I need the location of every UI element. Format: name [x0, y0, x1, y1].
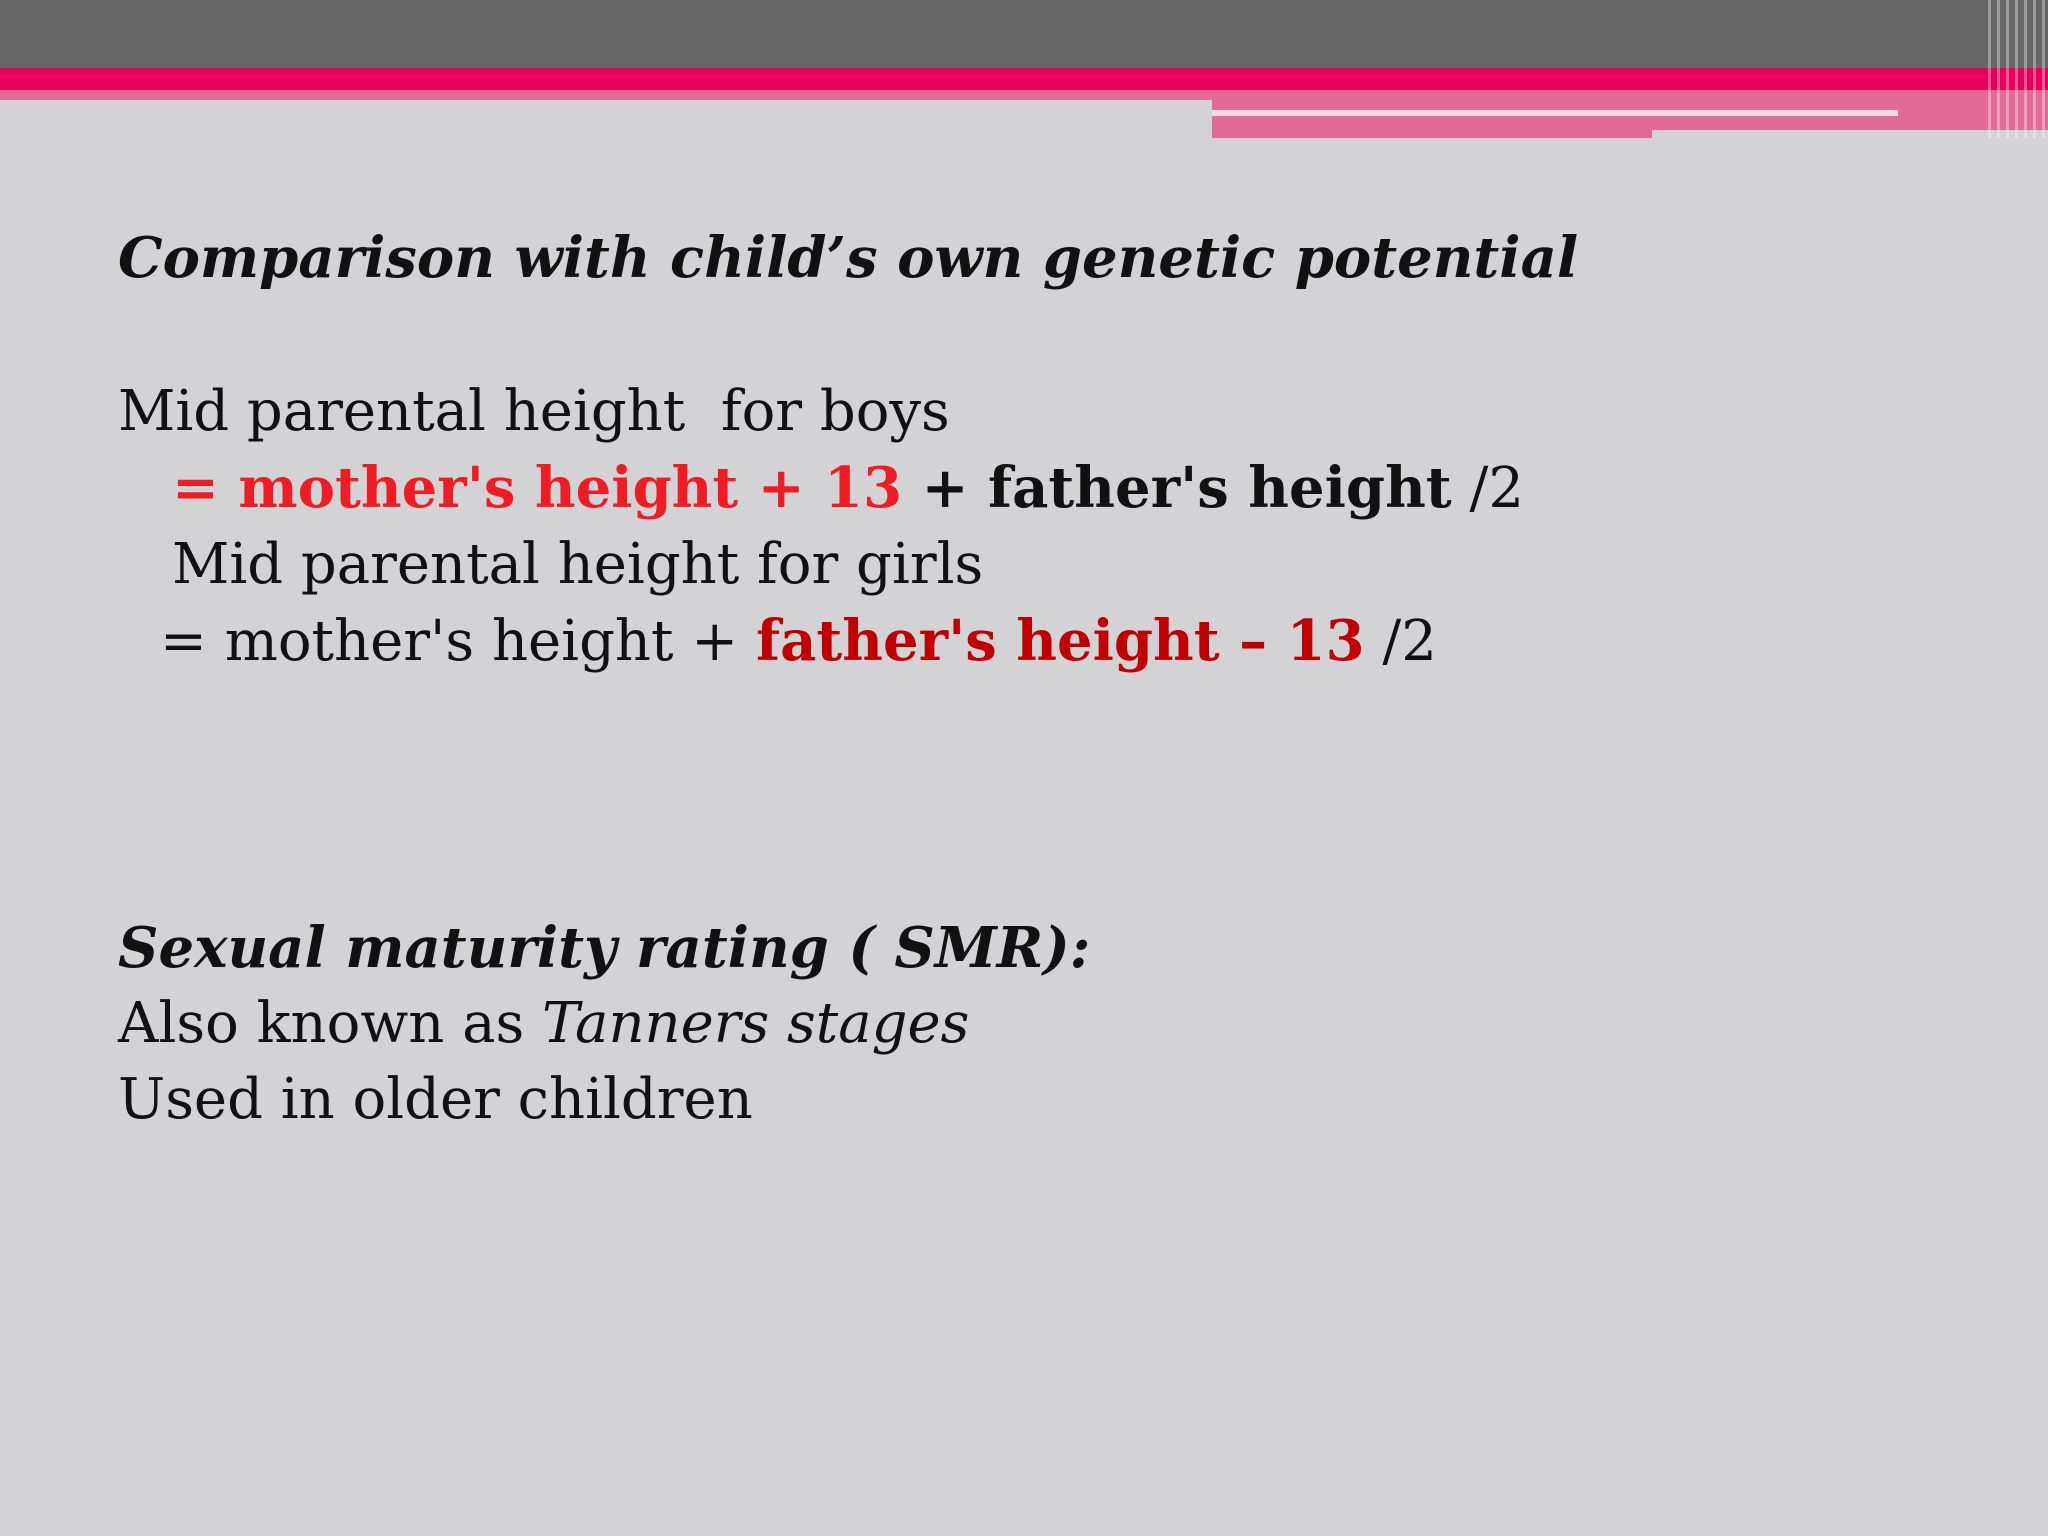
slide-content: Comparison with child’s own genetic pote…: [118, 220, 1918, 1138]
girls-formula: = mother's height + father's height – 13…: [118, 603, 1918, 680]
header-pink-band: [0, 68, 2048, 90]
spacer: [118, 680, 1918, 910]
girls-father-part: father's height – 13: [756, 608, 1365, 674]
girls-divisor: /2: [1364, 609, 1437, 674]
boys-label: Mid parental height for boys: [118, 379, 950, 444]
aka-term: Tanners stages: [542, 991, 970, 1056]
header-gray-band: [0, 0, 2048, 70]
aka-line: Also known as Tanners stages: [118, 986, 1918, 1062]
header-notch: [1652, 130, 2048, 140]
spacer: [118, 296, 1918, 374]
boys-divisor: /2: [1451, 456, 1524, 521]
girls-eq-prefix: = mother's height +: [160, 609, 757, 674]
heading-genetic-potential: Comparison with child’s own genetic pote…: [118, 225, 1579, 291]
girls-label: Mid parental height for girls: [172, 532, 984, 597]
header-white-line: [1212, 110, 1898, 116]
header-pink-thin-band: [0, 90, 1212, 100]
boys-eq-prefix: =: [172, 455, 239, 521]
aka-prefix: Also known as: [118, 991, 543, 1056]
heading-smr: Sexual maturity rating ( SMR):: [118, 915, 1091, 981]
boys-plus: +: [902, 455, 989, 521]
boys-father-part: father's height: [988, 455, 1452, 521]
boys-mother-part: mother's height + 13: [238, 455, 903, 521]
header-stripes: [1988, 0, 2048, 138]
usage-line: Used in older children: [118, 1067, 753, 1132]
boys-formula: = mother's height + 13 + father's height…: [118, 450, 1918, 527]
